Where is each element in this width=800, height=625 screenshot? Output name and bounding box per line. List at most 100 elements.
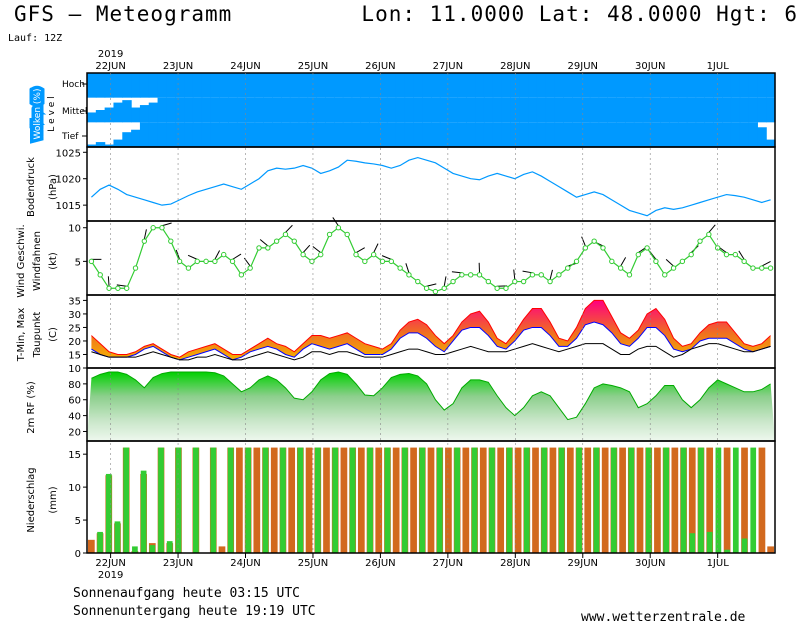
cloud-cell-low <box>686 122 697 147</box>
precip-bar-green <box>349 447 356 553</box>
cloud-level-0: Hoch <box>62 80 85 90</box>
precip-bar <box>253 447 261 553</box>
cloud-cell-mid <box>184 97 194 123</box>
wind-point <box>547 278 553 285</box>
cloud-cell-low <box>413 122 423 147</box>
wind-point <box>309 258 315 265</box>
precip-bar <box>601 447 609 553</box>
cloud-cell-mid <box>616 97 626 123</box>
wind-barb <box>620 257 627 267</box>
cloud-cell-high <box>95 73 106 98</box>
precip-bar <box>462 447 470 553</box>
cloud-cell-high <box>669 73 679 98</box>
cloud-cell-mid <box>704 97 714 123</box>
cloud-cell-mid <box>475 97 485 123</box>
wind-point <box>326 231 333 238</box>
cloud-cell-mid <box>122 100 132 123</box>
cloud-cell-mid <box>87 112 97 123</box>
cloud-cell-mid <box>431 97 441 123</box>
precip-bar <box>619 447 626 553</box>
cloud-cell-low <box>528 122 538 147</box>
pressure-ytick-label: 1025 <box>56 148 81 159</box>
cloud-cell-mid <box>351 97 362 123</box>
cloud-cell-low <box>157 122 167 147</box>
cloud-cell-mid <box>660 97 670 123</box>
cloud-cell-high <box>263 73 273 98</box>
wind-point <box>670 265 677 271</box>
cloud-cell-high <box>554 73 564 98</box>
precip-bar-green <box>123 447 130 553</box>
precip-bar-green <box>97 531 103 553</box>
wind-point <box>520 278 527 285</box>
cloud-cell-low <box>660 122 670 147</box>
precip-bar <box>410 447 417 553</box>
cloud-cell-low <box>651 122 661 147</box>
cloud-cell-mid <box>254 97 265 123</box>
x-label-top: 25JUN <box>298 61 328 72</box>
precip-bar-green <box>384 447 391 553</box>
cloud-cell-low <box>228 122 238 147</box>
year-label-bottom: 2019 <box>98 570 123 581</box>
cloud-cell-mid <box>413 97 423 123</box>
wind-point <box>97 272 103 278</box>
wind-point <box>353 251 359 258</box>
wind-point <box>609 258 615 265</box>
wind-point <box>88 258 95 265</box>
precip-bar <box>723 447 731 553</box>
cloud-cell-low <box>307 122 317 147</box>
cloud-cell-mid <box>404 97 414 123</box>
cloud-cell-low <box>281 122 291 147</box>
cloud-cell-high <box>545 73 556 98</box>
cloud-level-1: Mittel <box>62 107 87 117</box>
x-label-top: 30JUN <box>635 61 665 72</box>
cloud-cell-high <box>589 73 600 98</box>
wind-point <box>467 272 474 278</box>
wind-point <box>750 265 756 271</box>
cloud-cell-mid <box>369 97 379 123</box>
wind-point <box>767 265 774 271</box>
cloud-cell-high <box>651 73 661 98</box>
cloud-cell-low <box>704 122 714 147</box>
precip-bar-green <box>332 447 339 553</box>
x-label-bottom: 28JUN <box>500 558 530 569</box>
cloud-cell-low <box>695 122 706 147</box>
cloud-cell-mid <box>307 97 317 123</box>
cloud-cell-high <box>139 73 150 98</box>
x-label-bottom: 22JUN <box>95 558 125 569</box>
precipitation-ytick-label: 0 <box>75 549 81 560</box>
wind-barb <box>161 222 172 227</box>
cloud-cell-low <box>677 122 688 147</box>
cloud-cell-low <box>131 129 141 147</box>
cloud-cell-high <box>342 73 353 98</box>
cloud-cell-mid <box>519 97 529 123</box>
cloud-cell-mid <box>572 97 582 123</box>
wind-point <box>450 278 456 285</box>
precip-bar <box>375 447 383 553</box>
cloud-cell-high <box>360 73 370 98</box>
wind-point <box>159 225 165 231</box>
cloud-cell-mid <box>589 97 600 123</box>
wind-point <box>706 231 712 238</box>
cloud-cell-low <box>236 122 247 147</box>
cloud-cell-low <box>448 122 459 147</box>
wind-point <box>247 265 253 271</box>
cloud-cell-high <box>439 73 450 98</box>
x-label-top: 29JUN <box>568 61 598 72</box>
x-label-top: 22JUN <box>95 61 125 72</box>
website-link[interactable]: www.wetterzentrale.de <box>581 610 746 625</box>
wind-series-line <box>90 226 771 293</box>
cloud-cell-mid <box>166 97 176 123</box>
precip-bar <box>767 546 774 553</box>
x-label-bottom: 26JUN <box>365 558 395 569</box>
precip-bar-green <box>471 447 478 553</box>
temperature-ytick-label: 35 <box>68 296 81 307</box>
cloud-cell-low <box>483 122 494 147</box>
cloud-cell-mid <box>325 97 335 123</box>
cloud-cell-mid <box>739 97 750 123</box>
wind-point <box>644 245 650 251</box>
cloud-cell-mid <box>536 97 547 123</box>
cloud-ylabel: Wolken (%) <box>33 89 43 140</box>
cloud-cell-high <box>563 73 573 98</box>
wind-point <box>538 272 544 278</box>
precip-bar <box>671 447 679 553</box>
